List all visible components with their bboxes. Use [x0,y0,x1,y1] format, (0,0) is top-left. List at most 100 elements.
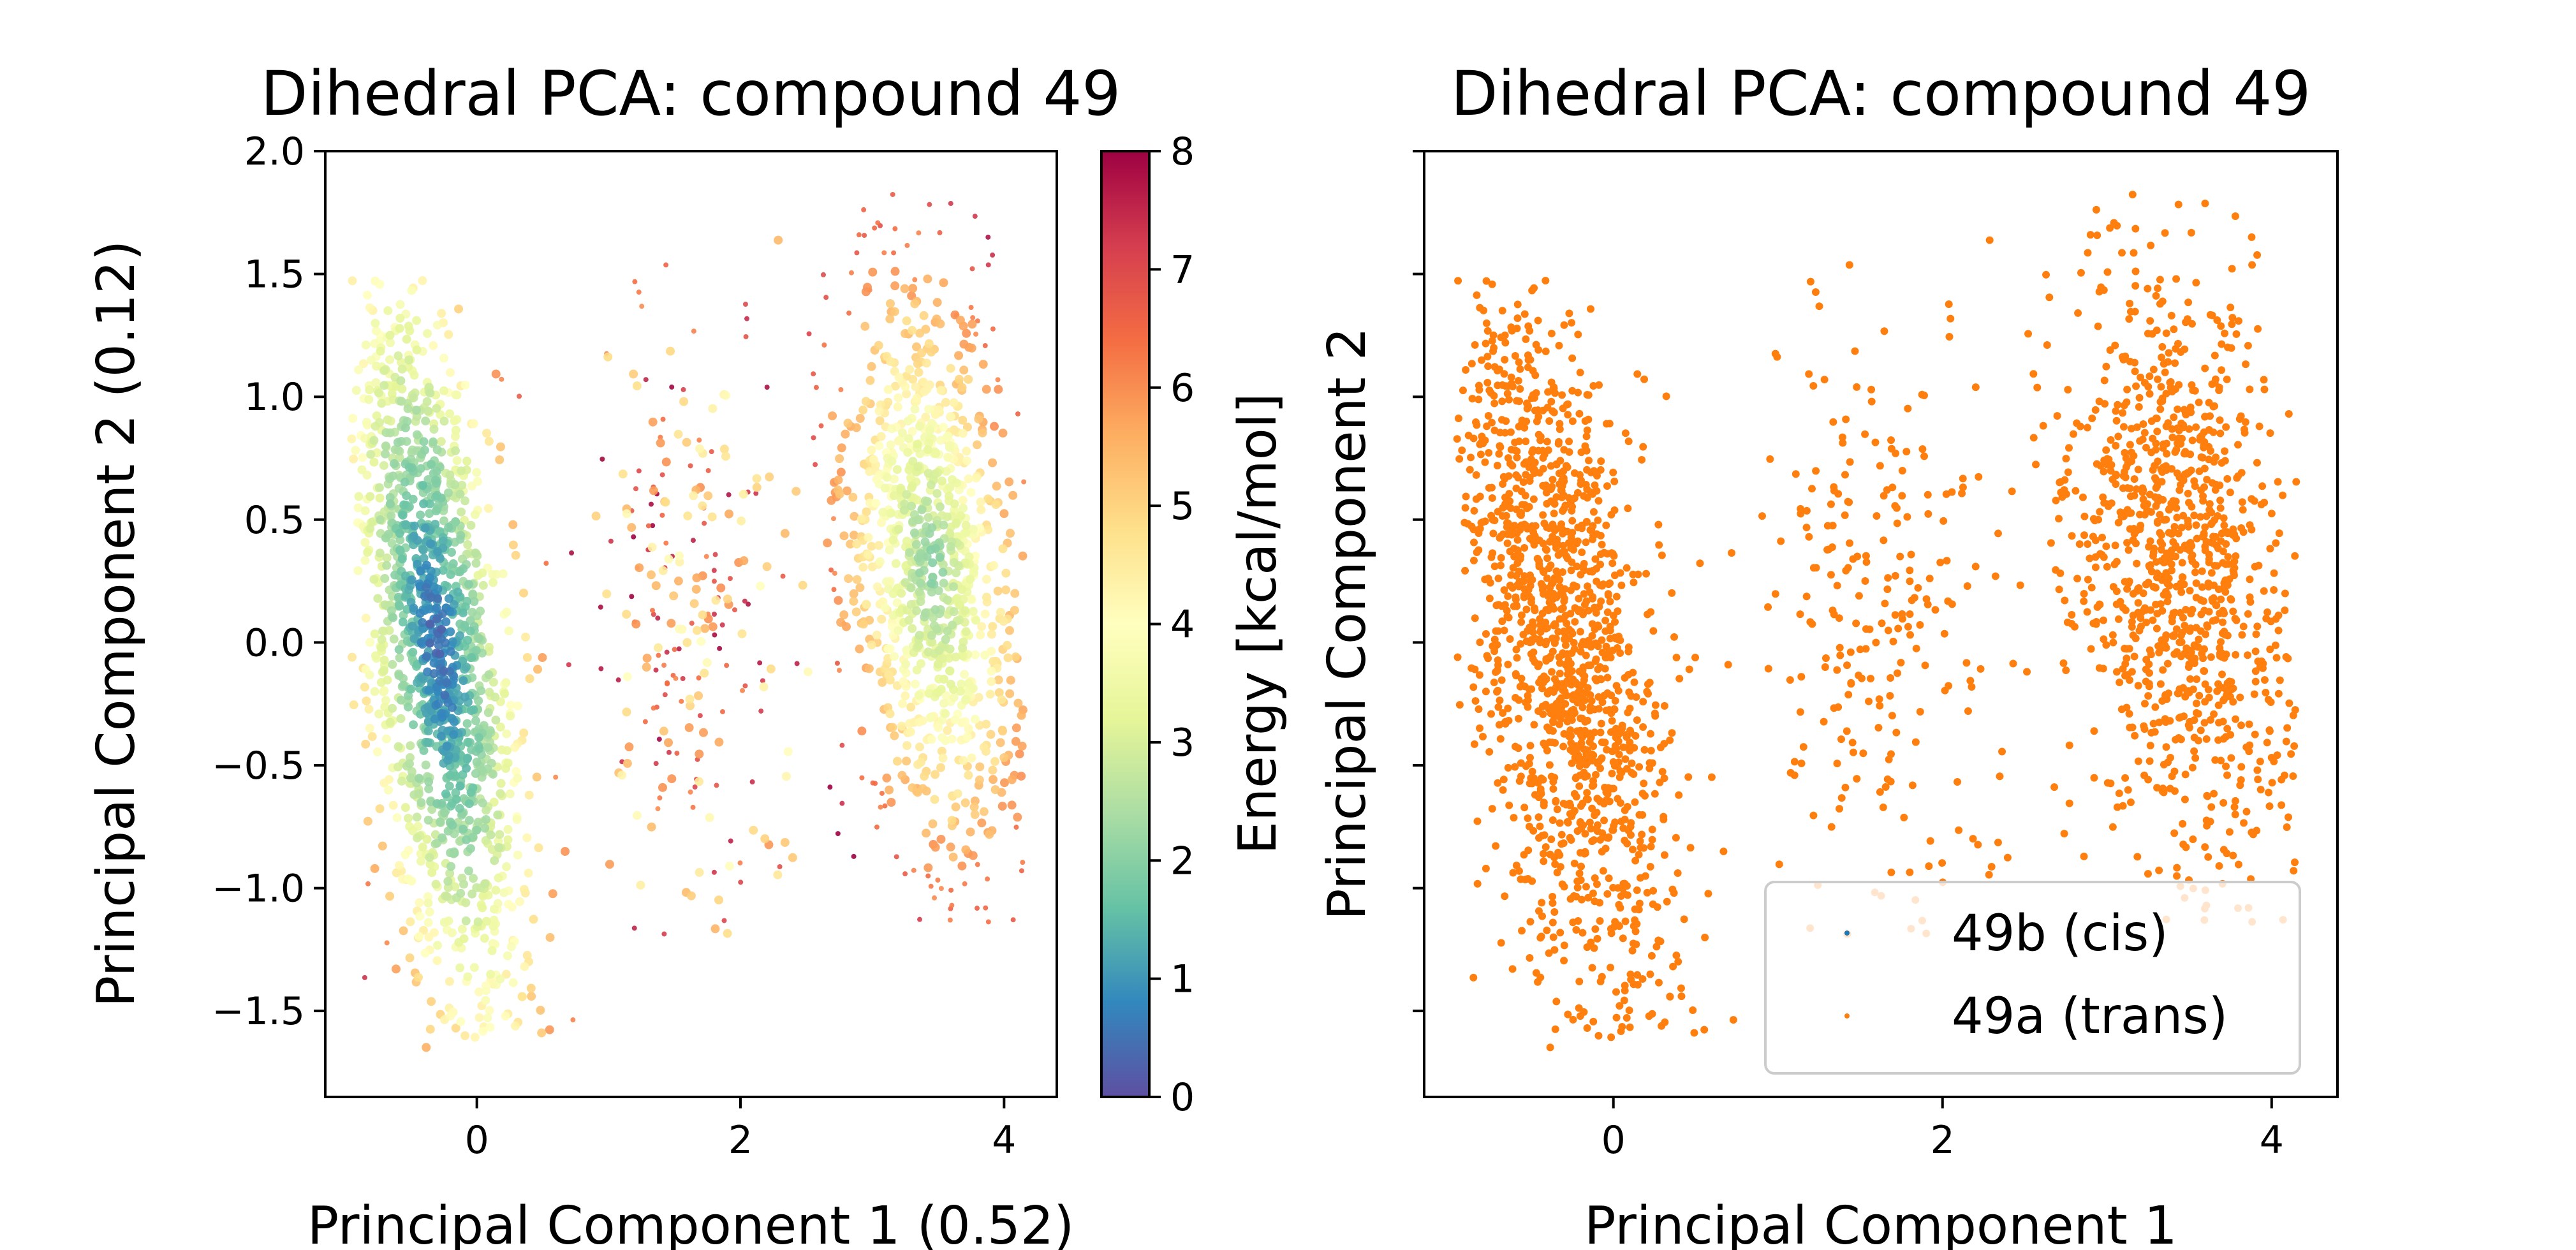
data-point [496,442,505,452]
data-point-trans [1964,707,1972,715]
data-point [946,679,955,689]
data-point [374,483,384,492]
data-point-trans [1549,933,1557,941]
data-point-trans [2211,756,2219,764]
data-point [691,328,696,334]
data-point [653,761,659,767]
data-point [598,604,603,610]
data-point-trans [1509,869,1517,877]
data-point-trans [1904,622,1912,631]
data-point [412,430,422,439]
data-point-trans [2242,743,2251,751]
data-point-trans [1596,916,1604,925]
data-point [412,412,422,422]
data-point [472,883,482,892]
data-point-trans [2091,563,2100,571]
data-point-trans [1528,767,1536,776]
data-point [349,700,358,710]
data-point [927,348,936,357]
data-point-trans [1560,941,1568,950]
data-point-trans [2270,585,2278,594]
data-point-trans [1656,744,1665,752]
data-point-trans [2229,531,2237,539]
data-point-trans [1573,883,1582,892]
data-point [632,381,642,390]
data-point [460,380,470,390]
data-point-trans [1539,849,1547,858]
data-point-trans [2291,858,2299,867]
data-point-trans [2264,696,2272,704]
data-point-trans [2125,645,2133,653]
data-point-trans [1500,586,1508,594]
data-point [851,607,861,617]
data-point-trans [2061,596,2069,605]
data-point-trans [2029,370,2038,378]
data-point-trans [1503,607,1511,615]
data-point [996,607,1005,617]
data-point [473,476,482,486]
data-point [354,492,364,501]
data-point-trans [2184,298,2193,307]
left-x-axis-label: Principal Component 1 (0.52) [307,1196,1074,1250]
data-point-trans [1662,392,1670,401]
data-point [867,362,876,371]
data-point-trans [1841,511,1849,519]
data-point [941,635,950,644]
data-point-trans [1680,915,1688,923]
data-point-trans [1488,418,1496,427]
data-point-trans [2192,699,2200,707]
data-point-trans [2191,654,2199,663]
data-point-trans [1537,774,1545,783]
data-point-trans [2184,625,2192,633]
data-point [990,757,999,767]
data-point-trans [1632,693,1640,702]
data-point-trans [2137,373,2145,381]
data-point [363,816,372,826]
data-point [846,540,855,549]
data-point-trans [2289,711,2297,719]
data-point-trans [1609,883,1617,892]
data-point [422,397,432,406]
data-point [977,818,987,828]
data-point [875,220,881,226]
data-point-trans [1470,740,1478,748]
data-point [682,638,692,647]
data-point [760,834,770,844]
data-point-trans [2145,660,2153,668]
data-point [493,810,503,820]
data-point [759,682,769,692]
data-point [910,299,920,309]
data-point-trans [2144,692,2153,700]
data-point-trans [1602,521,1610,529]
data-point [663,540,669,546]
data-point [482,814,491,824]
data-point [971,615,981,625]
data-point-trans [1498,416,1506,424]
data-point-trans [1489,347,1498,355]
data-point [1011,737,1020,746]
data-point-trans [1484,411,1492,420]
data-point-trans [1496,696,1504,705]
data-point-trans [2080,597,2088,605]
data-point-trans [1501,355,1509,364]
data-point [510,743,520,753]
data-point [524,869,533,878]
data-point [849,589,858,599]
data-point [890,474,899,484]
data-point [870,780,876,786]
data-point-trans [1629,939,1637,948]
data-point [756,581,765,591]
data-point [461,662,471,672]
data-point-trans [1609,826,1617,834]
data-point-trans [2252,630,2260,638]
data-point-trans [1499,776,1508,784]
data-point-trans [2267,617,2275,626]
data-point-trans [1847,680,1855,688]
data-point-trans [1647,608,1655,616]
data-point [924,647,933,657]
data-point [867,640,876,650]
data-point [904,465,914,474]
data-point [861,207,867,212]
